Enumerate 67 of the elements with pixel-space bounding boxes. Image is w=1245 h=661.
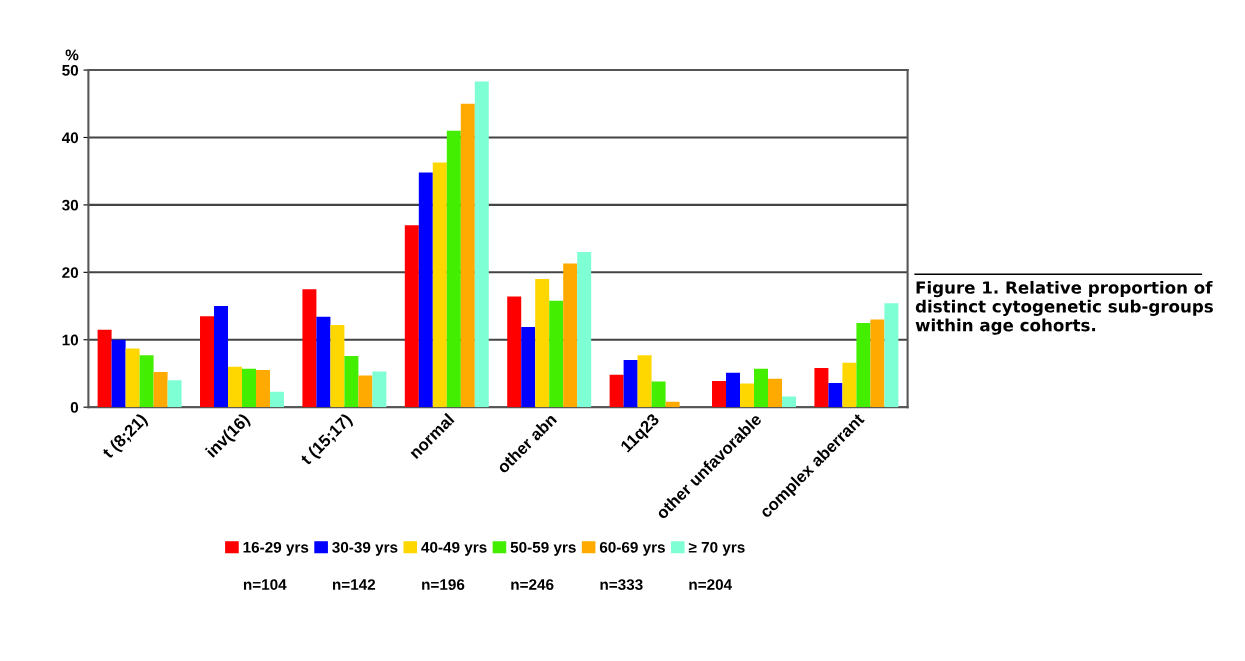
bar <box>316 316 331 408</box>
bar <box>358 375 373 408</box>
bar <box>97 329 112 408</box>
bar <box>726 372 741 408</box>
bar <box>344 355 359 408</box>
y-tick-label: 20 <box>62 267 79 279</box>
bar <box>651 381 666 408</box>
bar <box>125 348 140 408</box>
bar <box>856 322 871 408</box>
bar <box>474 81 489 408</box>
bar <box>521 326 536 408</box>
bar <box>214 306 228 408</box>
y-axis-title: % <box>65 49 79 61</box>
bar <box>460 103 475 408</box>
bar <box>665 401 680 408</box>
bar <box>302 289 317 408</box>
bar <box>139 355 154 408</box>
bar <box>609 374 624 408</box>
bar <box>153 372 168 408</box>
text: n=104 <box>243 579 287 590</box>
bar <box>228 366 242 408</box>
bar <box>842 362 857 408</box>
bar <box>754 368 768 408</box>
bar <box>330 324 345 408</box>
bar <box>814 368 829 408</box>
y-tick-label: 0 <box>70 402 79 413</box>
legend-label: 30-39 yrs <box>332 541 398 556</box>
bar <box>870 319 885 408</box>
bar <box>563 263 578 408</box>
text: n=196 <box>422 579 465 590</box>
y-tick-label: 30 <box>62 199 79 211</box>
bar <box>418 172 433 408</box>
bar <box>167 380 182 408</box>
y-tick-label: 40 <box>61 132 79 144</box>
bar <box>577 252 592 408</box>
legend-label: ≥ 70 yrs <box>688 541 745 556</box>
bar <box>269 391 284 408</box>
legend-label: 60-69 yrs <box>599 541 665 556</box>
bar <box>111 339 126 408</box>
y-tick-label: 10 <box>62 334 79 346</box>
bar <box>507 296 522 408</box>
bar <box>242 368 256 408</box>
bar <box>255 370 270 408</box>
bar <box>637 355 652 408</box>
bar <box>768 378 782 408</box>
bar <box>740 383 754 408</box>
bar <box>200 316 215 408</box>
legend-label: 50-59 yrs <box>510 541 576 556</box>
bar <box>828 382 843 408</box>
text: n=142 <box>332 579 376 590</box>
text: n=204 <box>689 579 733 590</box>
bar <box>535 279 550 408</box>
y-tick-label: 50 <box>62 64 79 76</box>
text: n=246 <box>511 579 554 590</box>
bar <box>884 303 899 408</box>
bar <box>372 371 387 408</box>
legend-label: 40-49 yrs <box>421 541 487 556</box>
bar <box>781 396 796 408</box>
bar <box>404 225 419 408</box>
bar <box>446 130 461 408</box>
caption: Figure 1. Relative proportion of distinct cytogenetic sub-groups within age cohorts. <box>915 280 1213 335</box>
bar <box>623 359 638 408</box>
legend-label: 16-29 yrs <box>243 541 309 556</box>
bar <box>549 300 564 408</box>
bar <box>712 380 727 408</box>
text: n=333 <box>600 579 643 591</box>
bar <box>432 162 447 408</box>
